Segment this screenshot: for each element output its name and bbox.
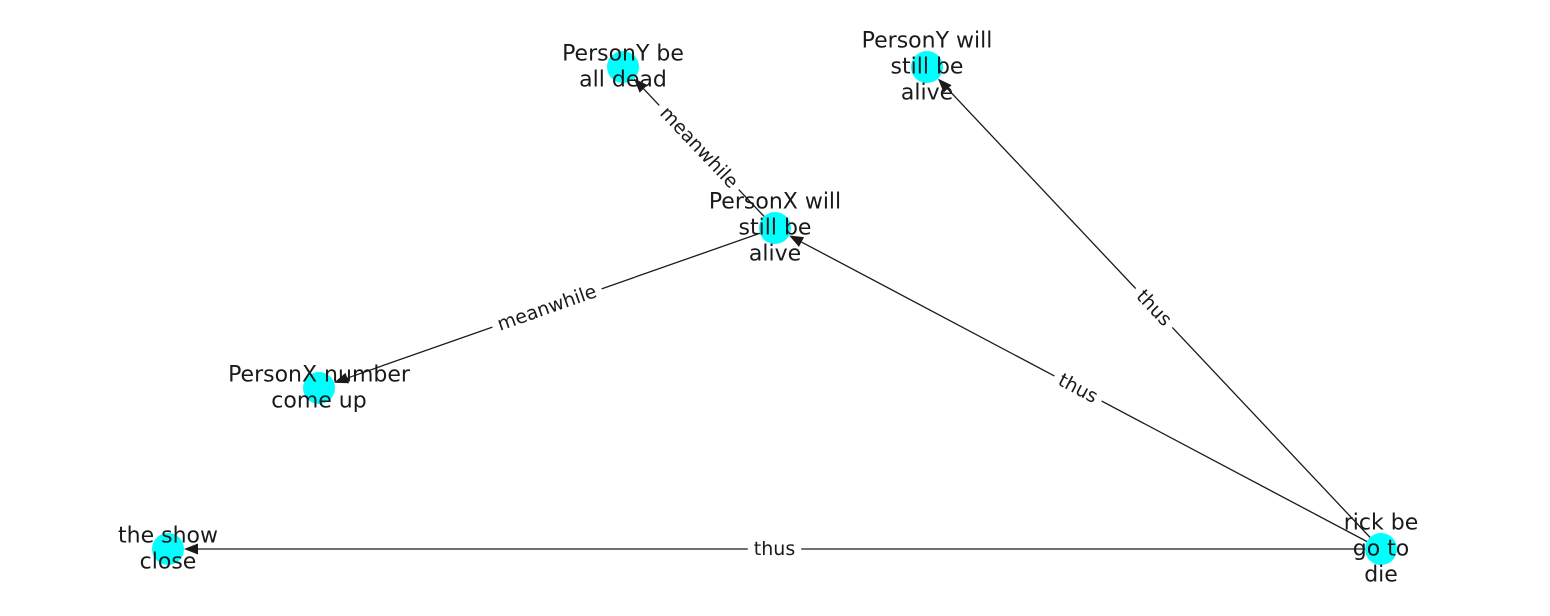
node-label-line: go to — [1353, 537, 1410, 562]
nodes-layer — [152, 51, 1397, 565]
node-label-line: rick be — [1344, 511, 1419, 536]
edge-label-background — [488, 277, 606, 339]
arrowhead-x_number — [334, 372, 350, 384]
edge-label-text: meanwhile — [494, 280, 599, 335]
edge-label-x_alive-to-y_dead: meanwhile — [650, 97, 748, 198]
node-label-line: alive — [901, 81, 953, 106]
node-y_alive — [911, 51, 943, 83]
node-label-y_alive: PersonY will still be alive — [862, 29, 993, 106]
node-y_dead — [607, 51, 639, 83]
edge-label-background — [1048, 365, 1108, 412]
node-label-x_alive: PersonX will still be alive — [709, 190, 841, 267]
edge-label-rick-to-x_alive: thus — [1048, 365, 1108, 412]
arrowhead-y_dead — [633, 78, 648, 93]
node-label-line: die — [1364, 563, 1398, 588]
arrowhead-x_alive — [789, 235, 805, 247]
node-label-x_number: PersonX number come up — [228, 363, 411, 414]
edge-label-x_alive-to-x_number: meanwhile — [488, 277, 606, 339]
node-label-show: the show close — [118, 524, 218, 575]
node-label-line: come up — [271, 389, 366, 414]
edge-label-background — [747, 537, 802, 561]
edges-layer — [184, 78, 1382, 555]
node-label-line: still be — [891, 55, 964, 80]
arrowhead-show — [184, 543, 198, 555]
node-rick — [1365, 533, 1397, 565]
node-label-line: PersonY be — [562, 42, 684, 67]
arrowhead-y_alive — [937, 78, 952, 93]
node-label-line: PersonY will — [862, 29, 993, 54]
edge-label-text: meanwhile — [655, 102, 742, 193]
node-label-line: PersonX will — [709, 190, 841, 215]
edge-label-background — [650, 97, 748, 198]
edge-label-rick-to-show: thus — [747, 537, 802, 561]
node-label-line: still be — [739, 216, 812, 241]
node-label-y_dead: PersonY be all dead — [562, 42, 684, 93]
node-label-line: the show — [118, 524, 218, 549]
node-label-line: PersonX number — [228, 363, 411, 388]
node-label-line: alive — [749, 242, 801, 267]
node-label-rick: rick be go to die — [1344, 511, 1419, 588]
node-label-line: close — [140, 550, 197, 575]
edge-label-text: thus — [754, 538, 795, 560]
node-x_alive — [759, 212, 791, 244]
node-label-line: all dead — [579, 68, 667, 93]
edge-label-background — [1126, 280, 1182, 336]
node-show — [152, 533, 184, 565]
node-x_number — [303, 372, 335, 404]
